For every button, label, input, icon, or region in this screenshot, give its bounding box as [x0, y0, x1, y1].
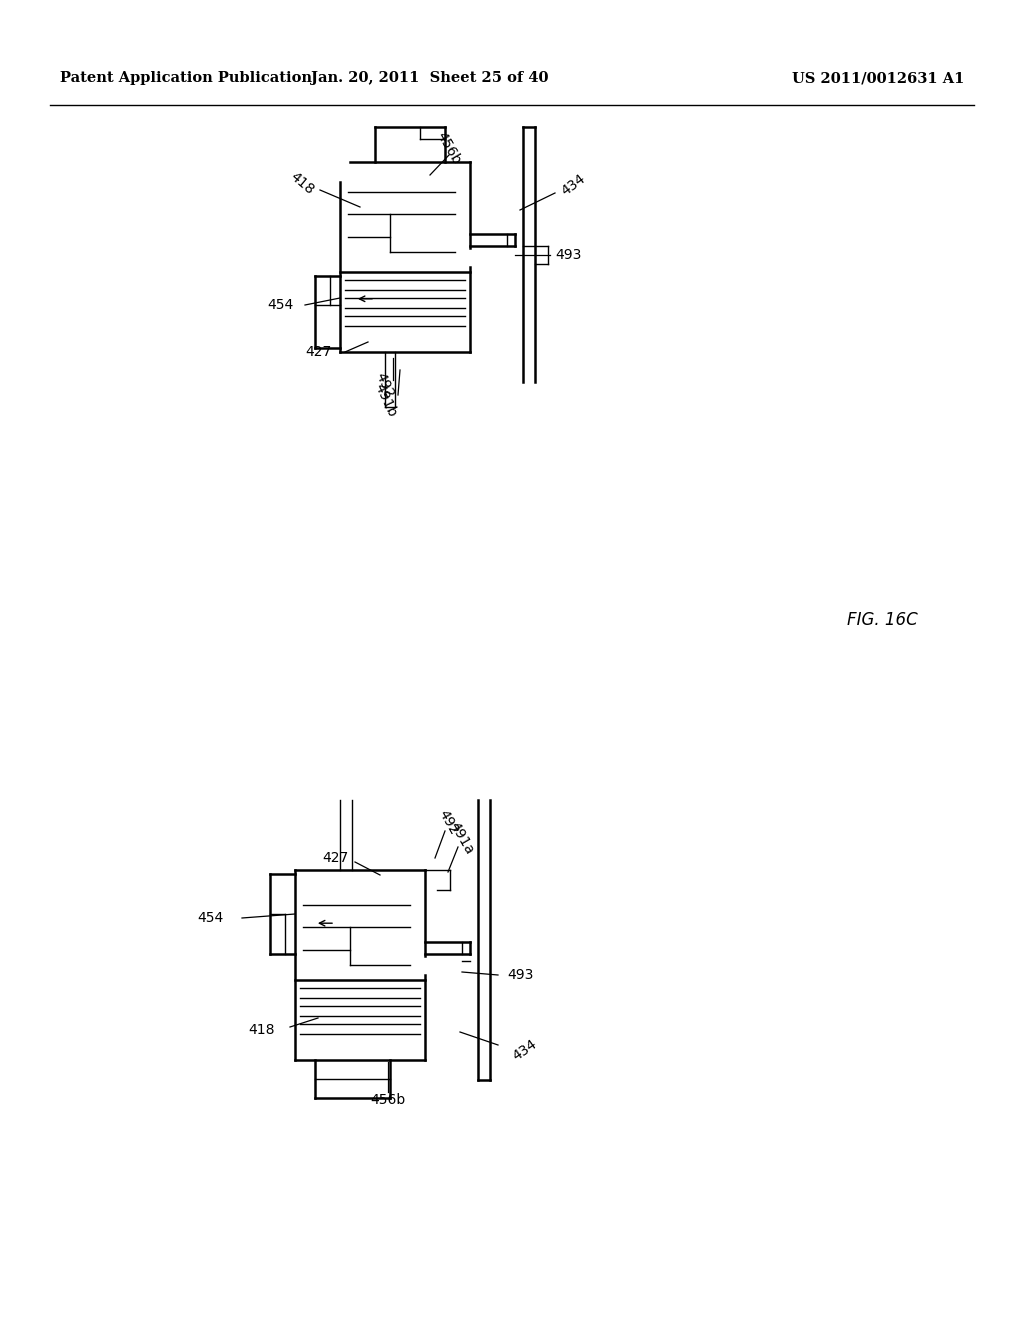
Text: 418: 418	[249, 1023, 275, 1038]
Text: 493: 493	[555, 248, 582, 261]
Text: 456b: 456b	[371, 1093, 406, 1107]
Text: 491b: 491b	[371, 381, 398, 418]
Text: 491a: 491a	[447, 820, 477, 857]
Text: 454: 454	[267, 298, 293, 312]
Text: 434: 434	[510, 1036, 540, 1064]
Text: FIG. 16C: FIG. 16C	[847, 611, 918, 630]
Text: 418: 418	[288, 169, 316, 197]
Text: 427: 427	[305, 345, 331, 359]
Text: Jan. 20, 2011  Sheet 25 of 40: Jan. 20, 2011 Sheet 25 of 40	[311, 71, 549, 84]
Text: 456b: 456b	[434, 129, 464, 166]
Text: 427: 427	[322, 851, 348, 865]
Text: 434: 434	[558, 172, 588, 198]
Text: 454: 454	[197, 911, 223, 925]
Text: 492: 492	[373, 370, 397, 400]
Text: 492: 492	[435, 807, 461, 837]
Text: US 2011/0012631 A1: US 2011/0012631 A1	[792, 71, 964, 84]
Text: Patent Application Publication: Patent Application Publication	[60, 71, 312, 84]
Text: 493: 493	[507, 968, 534, 982]
